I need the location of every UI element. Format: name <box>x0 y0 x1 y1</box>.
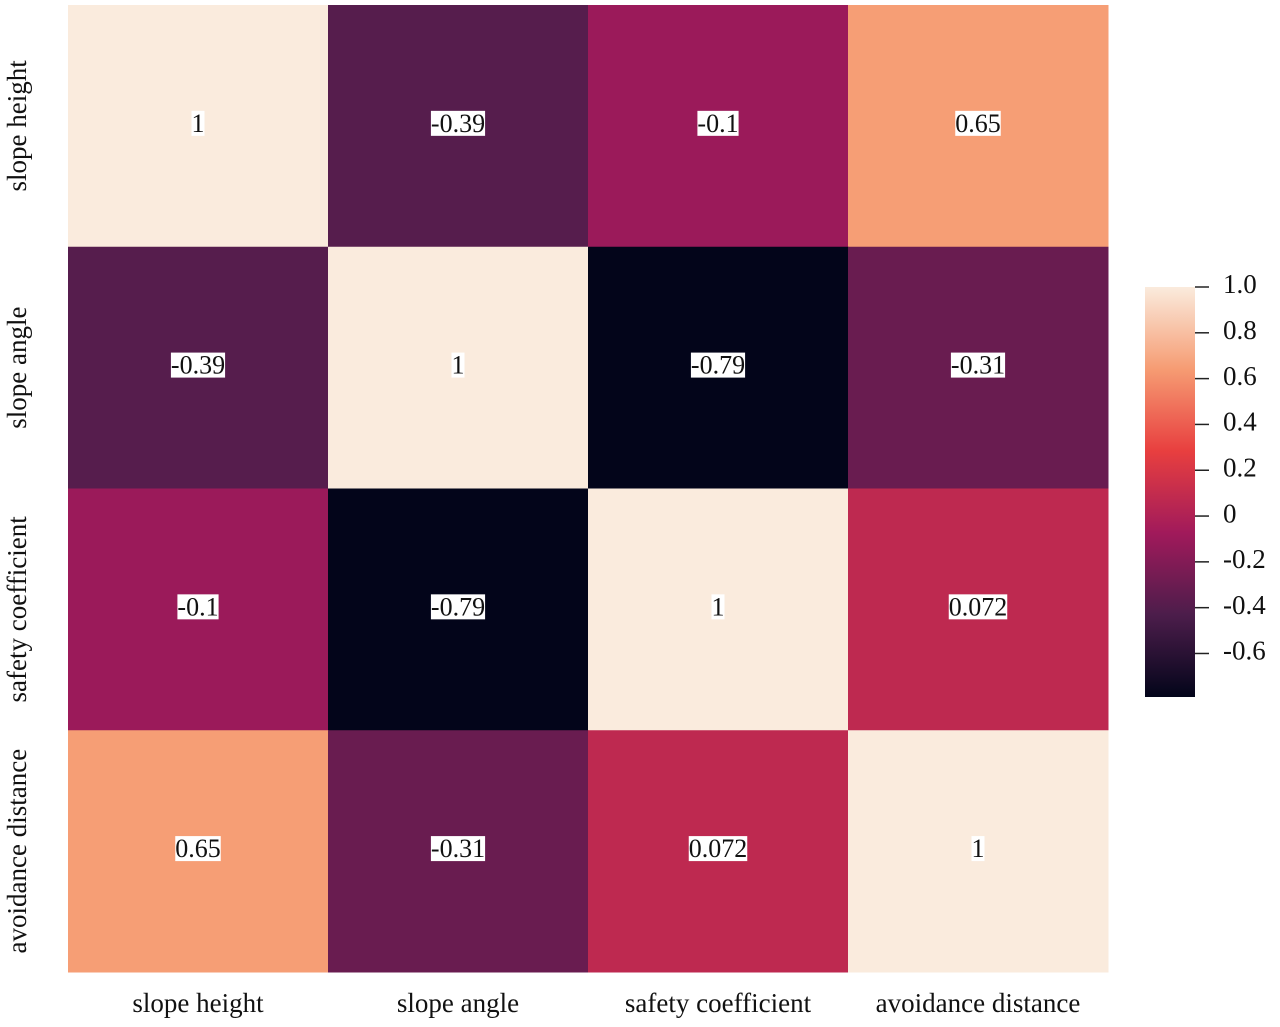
value-label-bg <box>430 110 486 136</box>
value-label: -0.79 <box>431 592 485 621</box>
value-label-bg <box>697 110 739 136</box>
value-label-bg <box>950 352 1006 378</box>
value-label-bg <box>948 594 1008 620</box>
value-label: -0.39 <box>431 109 485 138</box>
value-label-bg <box>451 352 465 378</box>
value-label: 0.072 <box>949 592 1008 621</box>
value-label-bg <box>191 110 205 136</box>
value-label-bg <box>711 594 725 620</box>
x-tick-label: safety coefficient <box>625 988 812 1018</box>
colorbar-tick-label: -0.4 <box>1223 590 1266 620</box>
value-label: -0.39 <box>171 351 225 380</box>
colorbar-tick-label: 0.4 <box>1223 407 1257 437</box>
colorbar-tick-label: -0.2 <box>1223 544 1266 574</box>
value-label: 1 <box>712 592 725 621</box>
value-label-bg <box>430 594 486 620</box>
value-label: 1 <box>192 109 205 138</box>
value-label-bg <box>177 594 219 620</box>
value-label: 0.072 <box>689 834 748 863</box>
value-label: 0.65 <box>175 834 221 863</box>
colorbar-tick-label: 0 <box>1223 498 1237 528</box>
colorbar <box>1145 287 1195 697</box>
x-tick-label: slope angle <box>397 988 519 1018</box>
x-tick-label: avoidance distance <box>876 988 1081 1018</box>
value-label-bg <box>175 836 221 862</box>
colorbar-tick-label: 0.6 <box>1223 361 1257 391</box>
value-label: -0.31 <box>951 351 1005 380</box>
x-tick-label: slope height <box>132 988 264 1018</box>
y-tick-label: slope height <box>2 60 32 192</box>
value-label-bg <box>955 110 1001 136</box>
value-label: 1 <box>972 834 985 863</box>
colorbar-tick-label: -0.6 <box>1223 636 1266 666</box>
value-label: -0.79 <box>691 351 745 380</box>
y-tick-label: avoidance distance <box>2 749 32 954</box>
colorbar-tick-label: 0.2 <box>1223 452 1257 482</box>
value-label: 0.65 <box>955 109 1001 138</box>
value-label: -0.1 <box>697 109 738 138</box>
value-label: -0.1 <box>177 592 218 621</box>
value-label: -0.31 <box>431 834 485 863</box>
colorbar-tick-label: 0.8 <box>1223 315 1257 345</box>
value-label-bg <box>430 836 486 862</box>
value-label-bg <box>690 352 746 378</box>
y-tick-label: slope angle <box>2 307 32 429</box>
value-label-bg <box>688 836 748 862</box>
colorbar-tick-label: 1.0 <box>1223 269 1257 299</box>
value-label-bg <box>170 352 226 378</box>
value-label: 1 <box>452 351 465 380</box>
value-label-bg <box>971 836 985 862</box>
y-tick-label: safety coefficient <box>2 516 32 703</box>
